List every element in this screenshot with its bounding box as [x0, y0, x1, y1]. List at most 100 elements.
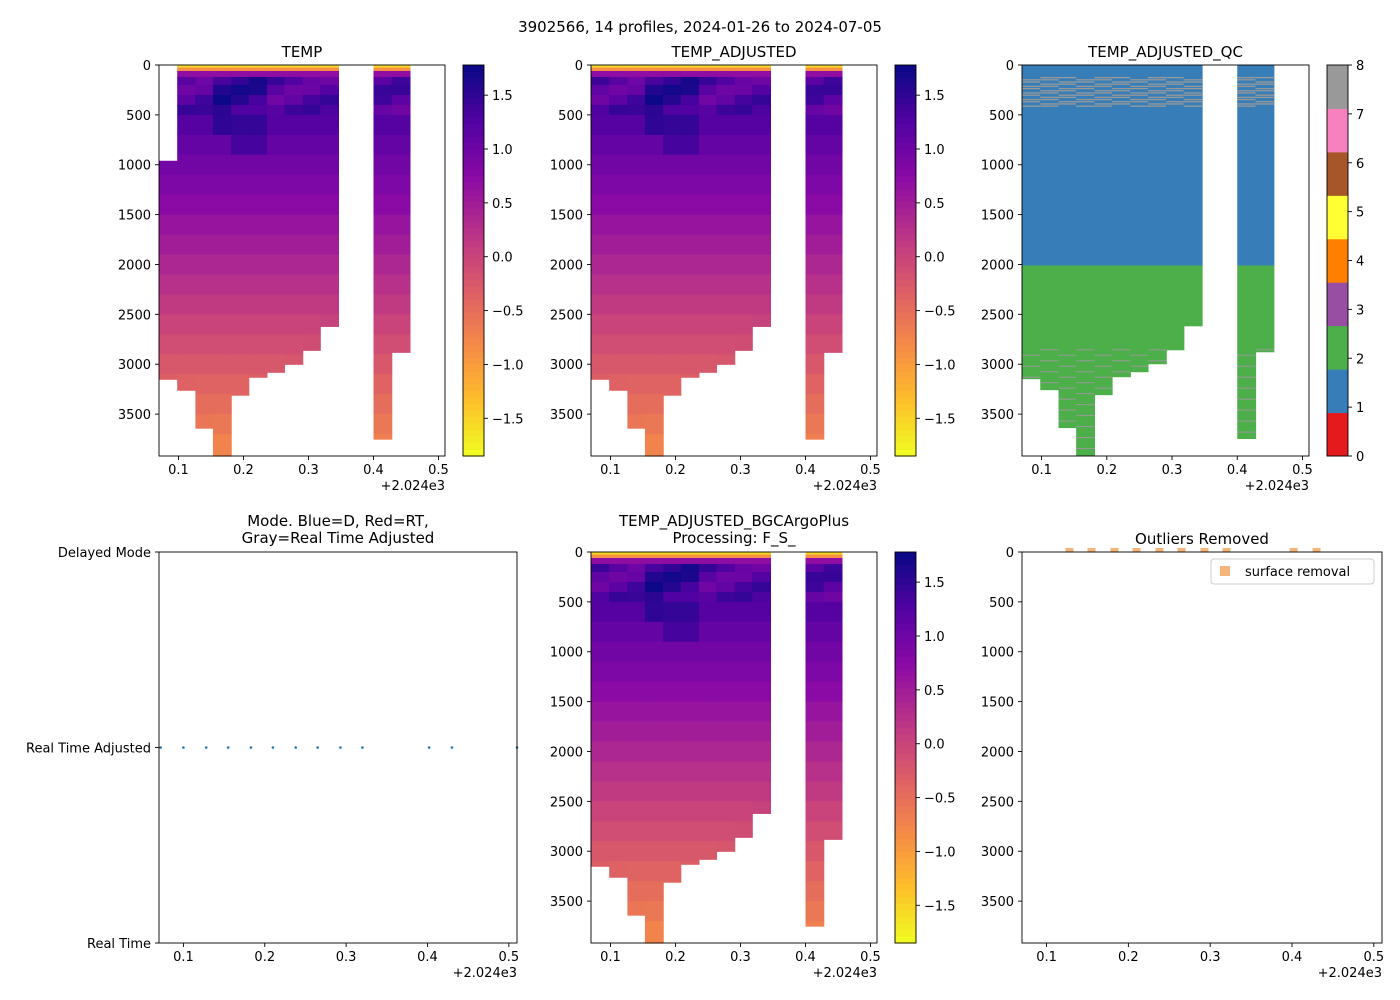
qc-flag-streak: [1237, 365, 1256, 367]
heatmap-cell: [734, 274, 753, 296]
qc-flag-streak: [1094, 105, 1113, 107]
heatmap-cell: [644, 70, 664, 78]
heatmap-cell: [734, 563, 753, 573]
heatmap-cell: [805, 861, 825, 882]
mode-point: [249, 746, 253, 749]
heatmap-cell: [716, 214, 736, 236]
heatmap-cell: [609, 721, 628, 743]
qc-flag-streak: [1076, 98, 1095, 101]
qc-column-probably-good-4: [1094, 265, 1113, 396]
colorbar-gradient-band: [463, 299, 484, 307]
heatmap-cell: [644, 274, 664, 296]
heatmap-cell: [302, 65, 321, 69]
heatmap-cell: [663, 601, 682, 623]
colorbar-gradient-band: [895, 188, 916, 196]
colorbar-tick-label: 1.0: [492, 143, 513, 158]
heatmap-cell: [212, 234, 232, 256]
qc-flag-streak: [1147, 79, 1167, 81]
heatmap-cell: [663, 701, 682, 723]
heatmap-cell: [716, 294, 736, 315]
qc-flag-streak: [1040, 105, 1059, 107]
heatmap-cell: [195, 354, 214, 375]
heatmap-cell: [391, 94, 411, 106]
heatmap-cell: [663, 581, 682, 593]
heatmap-cell: [231, 334, 250, 355]
heatmap-cell: [373, 76, 393, 86]
heatmap-cell: [248, 84, 268, 96]
heatmap-cell: [805, 114, 825, 136]
heatmap-cell: [644, 581, 664, 593]
mode-point: [361, 746, 364, 749]
heatmap-cell: [823, 234, 843, 256]
heatmap-cell: [302, 84, 321, 96]
heatmap-cell: [231, 94, 250, 106]
qc-flag-streak: [1130, 101, 1148, 103]
qc-flag-streak: [1237, 92, 1256, 94]
heatmap-cell: [320, 94, 339, 106]
heatmap-cell: [373, 194, 393, 216]
heatmap-cell: [266, 354, 286, 373]
qc-flag-streak: [1040, 83, 1059, 85]
heatmap-cell: [716, 174, 736, 196]
qc-flag-streak: [1040, 360, 1059, 362]
heatmap-cell: [609, 70, 628, 78]
colorbar-gradient-band: [463, 267, 484, 275]
heatmap-cell: [823, 641, 843, 663]
heatmap-cell: [663, 861, 682, 882]
qc-flag-streak: [1237, 105, 1256, 107]
heatmap-cell: [734, 84, 753, 96]
colorbar-tick-label: 0: [1356, 450, 1364, 465]
heatmap-cell: [680, 801, 700, 822]
heatmap-cell: [734, 174, 753, 196]
heatmap-cell: [680, 174, 700, 196]
qc-flag-streak: [1058, 387, 1077, 389]
heatmap-cell: [734, 114, 753, 136]
heatmap-cell: [373, 414, 393, 435]
heatmap-cell: [627, 821, 646, 842]
heatmap-cell: [663, 334, 682, 355]
heatmap-cell: [231, 67, 250, 72]
heatmap-cell: [716, 334, 736, 355]
outlier-marker: [1177, 548, 1186, 553]
heatmap-cell: [716, 114, 736, 136]
heatmap-cell: [663, 234, 682, 256]
colorbar: 0 1 2 3 4 5 6 7 8: [1326, 59, 1364, 465]
colorbar-gradient-band: [463, 371, 484, 379]
heatmap-cell: [805, 621, 825, 643]
heatmap-cell: [716, 841, 736, 852]
colorbar-category: [1327, 195, 1348, 240]
heatmap-cell: [627, 67, 646, 72]
heatmap-cell: [644, 554, 664, 559]
heatmap-cell: [591, 591, 610, 603]
y-tick-label: 1500: [981, 696, 1014, 711]
heatmap-cell: [698, 134, 718, 156]
heatmap-cell: [627, 76, 646, 86]
heatmap-cell: [373, 154, 393, 176]
heatmap-cell: [680, 741, 700, 763]
colorbar-gradient-band: [895, 610, 916, 618]
heatmap-cell: [212, 65, 232, 69]
heatmap-cell: [373, 254, 393, 276]
legend-label: surface removal: [1245, 565, 1350, 580]
heatmap-cell: [591, 334, 610, 355]
heatmap-cell: [231, 154, 250, 176]
heatmap-cell: [698, 194, 718, 216]
heatmap-cell: [195, 65, 214, 69]
heatmap-cell: [752, 641, 771, 663]
colorbar-tick-label: 0.5: [492, 197, 513, 212]
colorbar-gradient-band: [895, 773, 916, 781]
colorbar-gradient-band: [463, 312, 484, 320]
colorbar-gradient-band: [463, 104, 484, 112]
x-tick-label: 0.1: [600, 463, 621, 478]
heatmap-cell: [663, 591, 682, 603]
heatmap-cell: [159, 334, 178, 355]
heatmap-cell: [752, 104, 771, 116]
colorbar-gradient-band: [895, 156, 916, 164]
colorbar-tick-label: −1.5: [492, 412, 524, 427]
heatmap-cell: [752, 601, 771, 623]
heatmap-cell: [627, 254, 646, 276]
heatmap-cell: [609, 354, 628, 375]
heatmap-cell: [805, 741, 825, 763]
colorbar-gradient-band: [463, 71, 484, 79]
qc-flag-streak: [1094, 90, 1113, 92]
